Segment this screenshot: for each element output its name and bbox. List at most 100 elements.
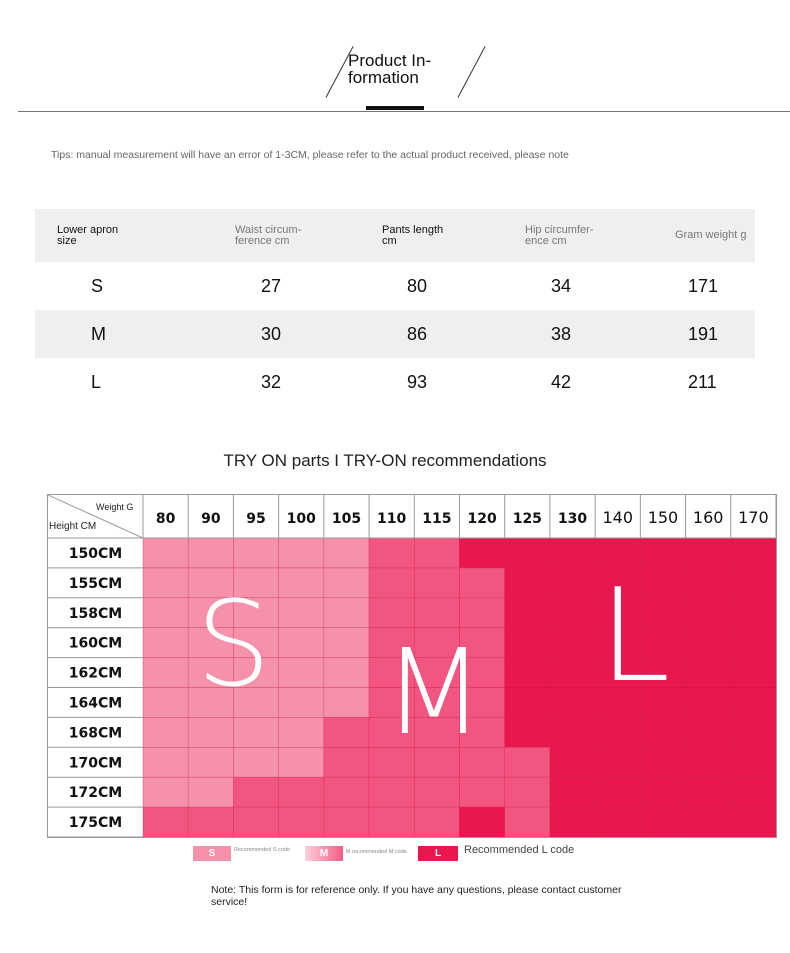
grid-cell <box>323 657 370 688</box>
grid-cell <box>323 627 370 658</box>
grid-cell <box>504 776 551 808</box>
header-cell-length: Pants length cm <box>382 223 444 247</box>
grid-cell <box>594 567 641 599</box>
grid-cell <box>459 537 506 569</box>
grid-cell <box>504 657 551 688</box>
grid-cell <box>142 776 189 808</box>
note-text: Note: This form is for reference only. I… <box>211 884 622 908</box>
corner-height-label: Height CM <box>49 521 96 532</box>
grid-cell <box>187 567 234 599</box>
grid-cell <box>368 776 415 808</box>
header-cell-weight: Gram weight g <box>675 229 747 241</box>
grid-cell <box>233 687 279 718</box>
grid-cell <box>413 717 460 748</box>
grid-cell <box>368 657 415 688</box>
header-cell-hip: Hip circumfer-ence cm <box>525 223 594 247</box>
size-table-header: Lower apron size Waist circum-ference cm … <box>35 209 755 262</box>
grid-cell <box>730 657 776 688</box>
grid-cell <box>549 657 596 688</box>
header-cell-size: Lower apron size <box>57 223 119 247</box>
grid-cell <box>413 657 460 688</box>
grid-cell <box>233 567 279 599</box>
header-accent-bar <box>366 106 424 110</box>
weight-cell: 211 <box>688 371 717 392</box>
grid-cell <box>278 657 325 688</box>
grid-cell <box>368 567 415 599</box>
height-label: 170CM <box>69 755 122 771</box>
grid-cell <box>549 627 596 658</box>
grid-cell <box>413 776 460 808</box>
weight-label: 115 <box>422 511 451 527</box>
grid-cell <box>549 806 596 837</box>
grid-cell <box>594 597 641 629</box>
height-label: 175CM <box>69 815 122 831</box>
height-label: 158CM <box>69 606 122 622</box>
grid-cell <box>504 537 551 569</box>
grid-cell <box>413 627 460 658</box>
header-cell-waist: Waist circum-ference cm <box>235 223 302 247</box>
grid-cell <box>730 806 776 837</box>
grid-cell <box>323 687 370 718</box>
grid-cell <box>368 806 415 837</box>
grid-cell <box>233 597 279 629</box>
grid-cell <box>368 717 415 748</box>
grid-cell <box>685 627 732 658</box>
tips-text: Tips: manual measurement will have an er… <box>51 149 569 161</box>
weight-label: 120 <box>467 511 496 527</box>
grid-cell <box>640 567 686 599</box>
grid-cell <box>278 597 325 629</box>
grid-cell <box>142 747 189 778</box>
grid-cell <box>368 747 415 778</box>
grid-cell <box>233 537 279 569</box>
grid-cell <box>233 747 279 778</box>
legend-swatch-m: M <box>305 846 343 861</box>
grid-cell <box>187 747 234 778</box>
weight-label: 95 <box>246 511 265 527</box>
waist-cell: 32 <box>261 371 282 392</box>
grid-cell <box>142 687 189 718</box>
grid-cell <box>233 717 279 748</box>
weight-label: 150 <box>648 508 679 527</box>
grid-header-bg <box>48 495 776 538</box>
grid-cell <box>459 687 506 718</box>
grid-cell <box>640 776 686 808</box>
grid-cell <box>368 627 415 658</box>
grid-cell <box>459 627 506 658</box>
page-title-line2: formation <box>348 68 419 87</box>
grid-cell <box>233 657 279 688</box>
grid-cell <box>413 537 460 569</box>
weight-label: 80 <box>156 511 176 527</box>
grid-cell <box>730 597 776 629</box>
grid-cell <box>368 537 415 569</box>
grid-cell <box>640 657 686 688</box>
height-label: 168CM <box>69 725 122 741</box>
height-label: 172CM <box>69 785 122 801</box>
grid-cell <box>278 776 325 808</box>
weight-cell: 191 <box>688 323 719 344</box>
weight-cell: 171 <box>688 275 719 296</box>
grid-cell <box>685 657 732 688</box>
grid-cell <box>142 537 189 569</box>
legend-text-l: Recommended L code <box>464 844 575 856</box>
length-cell: 86 <box>407 323 428 344</box>
tryon-title: TRY ON parts I TRY-ON recommendations <box>223 451 547 470</box>
grid-cell <box>685 776 732 808</box>
grid-cell <box>323 537 370 569</box>
weight-label: 110 <box>377 511 406 527</box>
grid-cell <box>685 806 732 837</box>
grid-cell <box>233 627 279 658</box>
grid-cell <box>413 687 460 718</box>
grid-cell <box>187 627 234 658</box>
grid-cell <box>685 717 732 748</box>
grid-cell <box>730 717 776 748</box>
grid-cell <box>685 687 732 718</box>
grid-cell <box>187 537 234 569</box>
size-cell: M <box>91 323 106 344</box>
grid-cell <box>730 747 776 778</box>
grid-cell <box>459 806 506 837</box>
grid-cell <box>549 687 596 718</box>
grid-cell <box>233 776 279 808</box>
height-label: 164CM <box>69 695 122 711</box>
big-letter-m: M <box>383 623 485 761</box>
grid-cell <box>278 687 325 718</box>
